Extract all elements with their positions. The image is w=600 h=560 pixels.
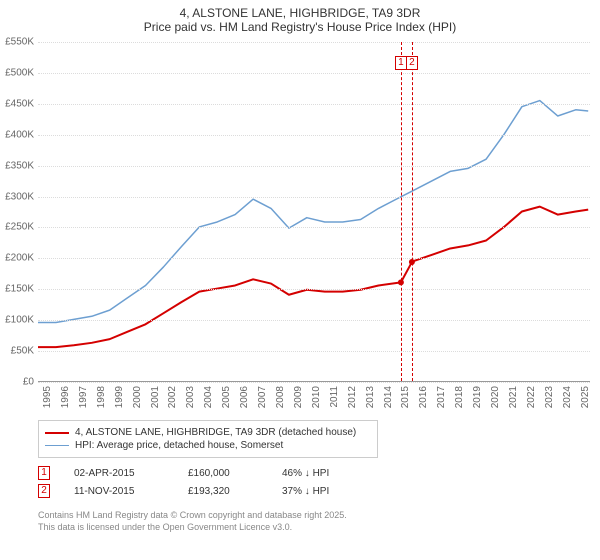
gridline-h bbox=[38, 73, 590, 74]
sale-row-1: 1 02-APR-2015 £160,000 46% ↓ HPI bbox=[38, 466, 372, 480]
xtick-label: 2010 bbox=[311, 386, 322, 408]
ytick-label: £250K bbox=[0, 222, 34, 233]
xtick-label: 2000 bbox=[132, 386, 143, 408]
sale-date-2: 11-NOV-2015 bbox=[74, 486, 164, 497]
gridline-h bbox=[38, 104, 590, 105]
xtick-label: 1998 bbox=[96, 386, 107, 408]
xtick-label: 2007 bbox=[257, 386, 268, 408]
sale-vertical-marker bbox=[401, 42, 402, 381]
xtick-label: 2025 bbox=[580, 386, 591, 408]
xtick-label: 2011 bbox=[329, 386, 340, 408]
ytick-label: £50K bbox=[0, 346, 34, 357]
xtick-label: 2003 bbox=[185, 386, 196, 408]
xtick-label: 2008 bbox=[275, 386, 286, 408]
footer-line1: Contains HM Land Registry data © Crown c… bbox=[38, 510, 347, 522]
ytick-label: £450K bbox=[0, 98, 34, 109]
xtick-label: 2022 bbox=[526, 386, 537, 408]
gridline-h bbox=[38, 197, 590, 198]
sales-table: 1 02-APR-2015 £160,000 46% ↓ HPI 2 11-NO… bbox=[38, 462, 372, 502]
sale-marker-2: 2 bbox=[38, 484, 50, 498]
legend-swatch-property bbox=[45, 432, 69, 434]
gridline-h bbox=[38, 320, 590, 321]
sale-vertical-marker bbox=[412, 42, 413, 381]
xtick-label: 2017 bbox=[436, 386, 447, 408]
sale-marker-1: 1 bbox=[38, 466, 50, 480]
chart-title-block: 4, ALSTONE LANE, HIGHBRIDGE, TA9 3DR Pri… bbox=[0, 0, 600, 35]
xtick-label: 2016 bbox=[418, 386, 429, 408]
footer-attribution: Contains HM Land Registry data © Crown c… bbox=[38, 510, 347, 533]
xtick-label: 2019 bbox=[472, 386, 483, 408]
ytick-label: £400K bbox=[0, 129, 34, 140]
legend-swatch-hpi bbox=[45, 445, 69, 446]
xtick-label: 2015 bbox=[400, 386, 411, 408]
xtick-label: 2012 bbox=[347, 386, 358, 408]
chart-svg bbox=[38, 42, 590, 381]
xtick-label: 2006 bbox=[239, 386, 250, 408]
xtick-label: 2021 bbox=[508, 386, 519, 408]
xtick-label: 2023 bbox=[544, 386, 555, 408]
sale-price-1: £160,000 bbox=[188, 468, 258, 479]
xtick-label: 2009 bbox=[293, 386, 304, 408]
xtick-label: 2018 bbox=[454, 386, 465, 408]
sale-row-2: 2 11-NOV-2015 £193,320 37% ↓ HPI bbox=[38, 484, 372, 498]
sale-diff-1: 46% ↓ HPI bbox=[282, 468, 372, 479]
ytick-label: £150K bbox=[0, 284, 34, 295]
ytick-label: £0 bbox=[0, 377, 34, 388]
sale-vertical-marker-label: 2 bbox=[406, 56, 418, 70]
xtick-label: 2004 bbox=[203, 386, 214, 408]
xtick-label: 2005 bbox=[221, 386, 232, 408]
gridline-h bbox=[38, 135, 590, 136]
plot-region: £0£50K£100K£150K£200K£250K£300K£350K£400… bbox=[38, 42, 590, 382]
gridline-h bbox=[38, 351, 590, 352]
ytick-label: £200K bbox=[0, 253, 34, 264]
xtick-label: 1997 bbox=[78, 386, 89, 408]
xtick-label: 1999 bbox=[114, 386, 125, 408]
ytick-label: £100K bbox=[0, 315, 34, 326]
gridline-h bbox=[38, 289, 590, 290]
legend-box: 4, ALSTONE LANE, HIGHBRIDGE, TA9 3DR (de… bbox=[38, 420, 378, 458]
sale-diff-2: 37% ↓ HPI bbox=[282, 486, 372, 497]
ytick-label: £550K bbox=[0, 37, 34, 48]
gridline-h bbox=[38, 227, 590, 228]
chart-area: £0£50K£100K£150K£200K£250K£300K£350K£400… bbox=[38, 42, 590, 382]
xtick-label: 1995 bbox=[42, 386, 53, 408]
legend-row-hpi: HPI: Average price, detached house, Some… bbox=[45, 440, 371, 451]
ytick-label: £350K bbox=[0, 160, 34, 171]
xtick-label: 2002 bbox=[167, 386, 178, 408]
gridline-h bbox=[38, 382, 590, 383]
ytick-label: £500K bbox=[0, 67, 34, 78]
xtick-label: 1996 bbox=[60, 386, 71, 408]
sale-date-1: 02-APR-2015 bbox=[74, 468, 164, 479]
legend-label-hpi: HPI: Average price, detached house, Some… bbox=[75, 440, 283, 451]
footer-line2: This data is licensed under the Open Gov… bbox=[38, 522, 347, 534]
xtick-label: 2001 bbox=[150, 386, 161, 408]
sale-price-2: £193,320 bbox=[188, 486, 258, 497]
xtick-label: 2013 bbox=[365, 386, 376, 408]
title-line2: Price paid vs. HM Land Registry's House … bbox=[0, 20, 600, 34]
legend-row-property: 4, ALSTONE LANE, HIGHBRIDGE, TA9 3DR (de… bbox=[45, 427, 371, 438]
ytick-label: £300K bbox=[0, 191, 34, 202]
gridline-h bbox=[38, 42, 590, 43]
xtick-label: 2024 bbox=[562, 386, 573, 408]
gridline-h bbox=[38, 258, 590, 259]
title-line1: 4, ALSTONE LANE, HIGHBRIDGE, TA9 3DR bbox=[0, 6, 600, 20]
xtick-label: 2014 bbox=[383, 386, 394, 408]
legend-label-property: 4, ALSTONE LANE, HIGHBRIDGE, TA9 3DR (de… bbox=[75, 427, 356, 438]
gridline-h bbox=[38, 166, 590, 167]
xtick-label: 2020 bbox=[490, 386, 501, 408]
